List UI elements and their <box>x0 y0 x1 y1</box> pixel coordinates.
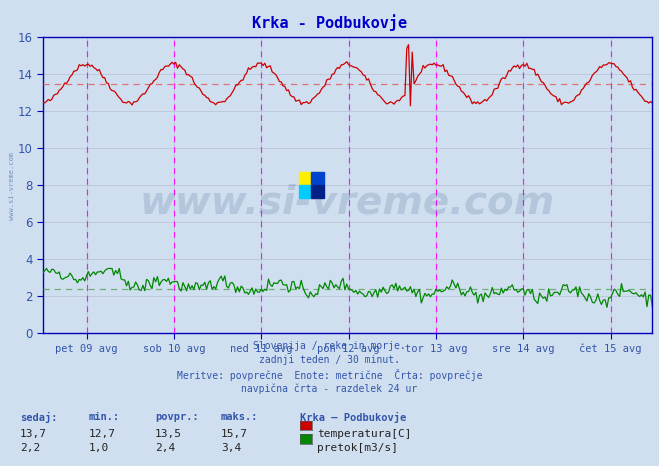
Text: 2,2: 2,2 <box>20 443 40 452</box>
Text: Krka – Podbukovje: Krka – Podbukovje <box>300 412 406 424</box>
Text: 2,4: 2,4 <box>155 443 175 452</box>
Text: 3,4: 3,4 <box>221 443 241 452</box>
Text: Slovenija / reke in morje.: Slovenija / reke in morje. <box>253 341 406 351</box>
Text: temperatura[C]: temperatura[C] <box>317 429 411 439</box>
Text: Meritve: povprečne  Enote: metrične  Črta: povprečje: Meritve: povprečne Enote: metrične Črta:… <box>177 369 482 381</box>
Text: Krka - Podbukovje: Krka - Podbukovje <box>252 14 407 31</box>
Text: www.si-vreme.com: www.si-vreme.com <box>9 152 14 220</box>
Text: www.si-vreme.com: www.si-vreme.com <box>140 184 556 222</box>
Text: 15,7: 15,7 <box>221 429 248 439</box>
Text: sedaj:: sedaj: <box>20 412 57 424</box>
Text: min.:: min.: <box>89 412 120 422</box>
Text: 13,5: 13,5 <box>155 429 182 439</box>
Text: zadnji teden / 30 minut.: zadnji teden / 30 minut. <box>259 355 400 365</box>
Text: 1,0: 1,0 <box>89 443 109 452</box>
Text: 12,7: 12,7 <box>89 429 116 439</box>
Text: povpr.:: povpr.: <box>155 412 198 422</box>
Text: navpična črta - razdelek 24 ur: navpična črta - razdelek 24 ur <box>241 383 418 394</box>
Text: 13,7: 13,7 <box>20 429 47 439</box>
Text: maks.:: maks.: <box>221 412 258 422</box>
Text: pretok[m3/s]: pretok[m3/s] <box>317 443 398 452</box>
